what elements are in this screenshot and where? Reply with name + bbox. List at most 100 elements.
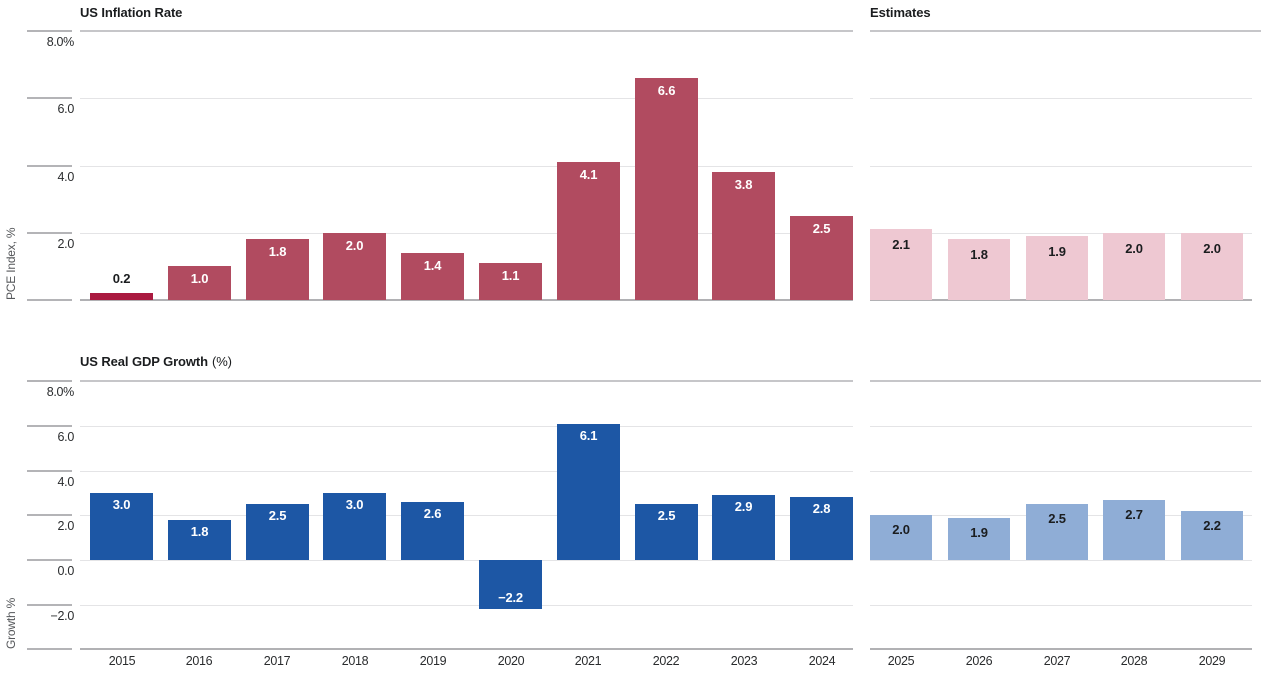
gridline (870, 560, 1252, 561)
x-axis-year-label: 2018 (341, 654, 369, 668)
gridline (870, 166, 1252, 167)
bar-value-label: 0.2 (112, 271, 131, 286)
x-axis-year-label: 2024 (808, 654, 836, 668)
bar-2025: 2.0 (870, 515, 932, 560)
bar-value-label: 2.5 (657, 508, 676, 523)
axis-tick-label: 6.0 (57, 102, 75, 116)
bar-2024: 2.8 (790, 497, 853, 560)
bar-value-label: 6.6 (657, 83, 676, 98)
axis-tick-label: −2.0 (50, 609, 75, 623)
bar-value-label: 2.2 (1203, 518, 1221, 533)
bar-value-label: 3.0 (345, 497, 364, 512)
bar-value-label: 1.9 (1048, 244, 1066, 259)
bar-2026: 1.8 (948, 239, 1010, 300)
axis-tick (27, 30, 72, 32)
gridline-top (870, 30, 1261, 32)
bar-value-label: 2.9 (734, 499, 753, 514)
bar-2020: 1.1 (479, 263, 542, 300)
bar-2020: −2.2 (479, 560, 542, 609)
bar-value-label: 3.0 (112, 497, 131, 512)
gridline (870, 426, 1252, 427)
bar-value-label: 2.5 (268, 508, 287, 523)
bar-2021: 4.1 (557, 162, 620, 300)
gridline-baseline (80, 299, 853, 301)
bar-2016: 1.8 (168, 520, 231, 560)
bar-2021: 6.1 (557, 424, 620, 560)
axis-tick-label: 8.0% (46, 385, 75, 399)
bar-2025: 2.1 (870, 229, 932, 300)
bar-value-label: 6.1 (579, 428, 598, 443)
axis-tick (27, 165, 72, 167)
axis-tick (27, 380, 72, 382)
axis-tick (27, 299, 72, 301)
bar-value-label: 1.1 (501, 268, 520, 283)
axis-tick-label: 2.0 (57, 519, 75, 533)
inflation-chart-title: US Inflation Rate (80, 5, 186, 20)
x-axis-year-label: 2029 (1198, 654, 1226, 668)
gridline (80, 471, 853, 472)
x-axis-year-label: 2028 (1120, 654, 1148, 668)
axis-tick (27, 425, 72, 427)
gridline (80, 515, 853, 516)
bar-2027: 2.5 (1026, 504, 1088, 560)
estimates-section-label: Estimates (870, 5, 931, 20)
bar-value-label: 3.8 (734, 177, 753, 192)
axis-tick-label: 4.0 (57, 475, 75, 489)
bar-2017: 2.5 (246, 504, 309, 560)
bar-2019: 2.6 (401, 502, 464, 560)
gridline (80, 605, 853, 606)
bar-value-label: 2.7 (1125, 507, 1143, 522)
bar-value-label: 2.0 (345, 238, 364, 253)
bar-value-label: 1.8 (190, 524, 209, 539)
bar-value-label: 2.0 (1203, 241, 1221, 256)
bar-2022: 2.5 (635, 504, 698, 560)
gdp-chart-title: US Real GDP Growth (%) (80, 354, 232, 369)
gdp-chart-title-unit: (%) (211, 354, 232, 369)
gridline (80, 166, 853, 167)
bar-2027: 1.9 (1026, 236, 1088, 300)
bar-2022: 6.6 (635, 78, 698, 300)
x-axis-year-label: 2022 (652, 654, 680, 668)
axis-tick-label: 8.0% (46, 35, 75, 49)
bar-2029: 2.2 (1181, 511, 1243, 560)
axis-tick (27, 470, 72, 472)
x-axis-year-label: 2027 (1043, 654, 1071, 668)
x-axis-year-label: 2025 (887, 654, 915, 668)
bar-2017: 1.8 (246, 239, 309, 300)
axis-tick (27, 559, 72, 561)
gridline (870, 605, 1252, 606)
bar-value-label: 2.6 (423, 506, 442, 521)
bar-value-label: 2.0 (892, 522, 910, 537)
axis-tick (27, 232, 72, 234)
axis-tick-label: 4.0 (57, 170, 75, 184)
bar-2015 (90, 293, 153, 300)
gridline (870, 471, 1252, 472)
bar-2015: 3.0 (90, 493, 153, 560)
gridline (80, 98, 853, 99)
gridline-baseline (870, 299, 1252, 301)
x-axis-year-label: 2017 (263, 654, 291, 668)
bar-value-label: 1.9 (970, 525, 988, 540)
bar-2018: 2.0 (323, 233, 386, 300)
bar-value-label: 4.1 (579, 167, 598, 182)
bar-2018: 3.0 (323, 493, 386, 560)
x-axis-year-label: 2020 (497, 654, 525, 668)
bar-value-label: 2.5 (1048, 511, 1066, 526)
bar-value-label: 1.8 (268, 244, 287, 259)
gridline-top (80, 30, 853, 32)
gridline-top (870, 380, 1261, 382)
gridline (80, 233, 853, 234)
x-axis-year-label: 2021 (574, 654, 602, 668)
x-axis-year-label: 2023 (730, 654, 758, 668)
gridline (870, 233, 1252, 234)
bar-value-label: −2.2 (498, 590, 523, 605)
bar-2023: 2.9 (712, 495, 775, 560)
gdp-chart-title-text: US Real GDP Growth (80, 354, 208, 369)
bar-2028: 2.0 (1103, 233, 1165, 300)
bar-value-label: 2.8 (812, 501, 831, 516)
inflation-chart-title-text: US Inflation Rate (80, 5, 183, 20)
axis-tick (27, 97, 72, 99)
x-axis-year-label: 2016 (185, 654, 213, 668)
gridline-top (80, 380, 853, 382)
